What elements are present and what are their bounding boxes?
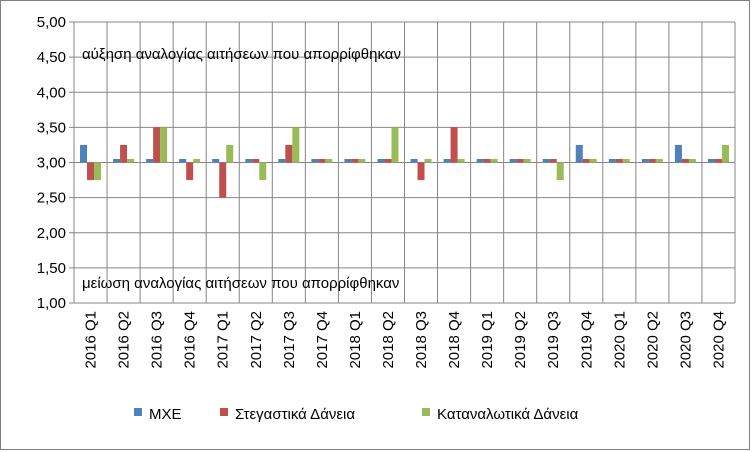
legend-swatch [134, 408, 142, 416]
bar-Στεγαστικά-Δάνεια-2020-Q3 [681, 158, 689, 163]
bar-ΜΧΕ-2019-Q3 [542, 158, 550, 163]
bar-Στεγαστικά-Δάνεια-2019-Q4 [582, 158, 590, 163]
bar-Στεγαστικά-Δάνεια-2020-Q4 [714, 158, 722, 163]
legend-label: ΜΧΕ [149, 406, 182, 423]
x-category-label: 2016 Q4 [182, 311, 199, 369]
x-category-label: 2016 Q1 [83, 311, 100, 369]
legend-swatch [220, 408, 228, 416]
bar-Καταναλωτικά-Δάνεια-2019-Q4 [589, 158, 597, 163]
bar-ΜΧΕ-2019-Q1 [476, 158, 484, 163]
bar-ΜΧΕ-2016-Q1 [80, 144, 88, 163]
x-category-label: 2018 Q2 [380, 311, 397, 369]
x-category-label: 2016 Q3 [149, 311, 166, 369]
bar-Στεγαστικά-Δάνεια-2019-Q2 [516, 158, 524, 163]
bar-ΜΧΕ-2016-Q2 [113, 158, 121, 163]
x-category-label: 2020 Q1 [611, 311, 628, 369]
annotation-bottom: μείωση αναλογίας αιτήσεων που απορρίφθηκ… [82, 275, 399, 292]
bar-ΜΧΕ-2018-Q3 [410, 158, 418, 163]
bar-Στεγαστικά-Δάνεια-2018-Q2 [384, 158, 392, 163]
bar-Καταναλωτικά-Δάνεια-2017-Q2 [259, 162, 267, 181]
x-category-label: 2020 Q3 [677, 311, 694, 369]
bar-Στεγαστικά-Δάνεια-2019-Q3 [549, 158, 557, 163]
x-category-label: 2017 Q1 [215, 311, 232, 369]
bar-Στεγαστικά-Δάνεια-2020-Q2 [648, 158, 656, 163]
x-category-label: 2018 Q4 [446, 311, 463, 369]
bar-ΜΧΕ-2017-Q2 [245, 158, 253, 163]
y-tick-label: 4,00 [37, 84, 66, 101]
y-tick-label: 3,50 [37, 119, 66, 136]
bar-Καταναλωτικά-Δάνεια-2016-Q1 [94, 162, 102, 181]
y-tick-label: 4,50 [37, 49, 66, 66]
bar-Καταναλωτικά-Δάνεια-2016-Q2 [127, 158, 135, 163]
bar-ΜΧΕ-2018-Q4 [443, 158, 451, 163]
bar-Στεγαστικά-Δάνεια-2017-Q3 [285, 144, 293, 163]
x-category-label: 2019 Q3 [545, 311, 562, 369]
bar-Στεγαστικά-Δάνεια-2016-Q3 [153, 127, 161, 163]
bar-Στεγαστικά-Δάνεια-2017-Q1 [219, 162, 227, 198]
bar-Καταναλωτικά-Δάνεια-2020-Q4 [721, 144, 729, 163]
y-tick-label: 1,00 [37, 295, 66, 312]
bar-Καταναλωτικά-Δάνεια-2017-Q4 [325, 158, 333, 163]
y-tick-label: 1,50 [37, 260, 66, 277]
bar-Στεγαστικά-Δάνεια-2017-Q2 [252, 158, 260, 163]
bar-ΜΧΕ-2016-Q4 [179, 158, 187, 163]
bar-ΜΧΕ-2020-Q1 [608, 158, 616, 163]
bar-Καταναλωτικά-Δάνεια-2018-Q3 [424, 158, 432, 163]
x-category-label: 2017 Q2 [248, 311, 265, 369]
bar-ΜΧΕ-2019-Q2 [509, 158, 517, 163]
x-category-label: 2019 Q1 [479, 311, 496, 369]
bar-ΜΧΕ-2016-Q3 [146, 158, 154, 163]
y-tick-label: 5,00 [37, 14, 66, 31]
annotation-top: αύξηση αναλογίας αιτήσεων που απορρίφθηκ… [82, 46, 401, 63]
bar-ΜΧΕ-2017-Q3 [278, 158, 286, 163]
y-tick-label: 2,00 [37, 225, 66, 242]
bar-ΜΧΕ-2020-Q2 [641, 158, 649, 163]
x-category-label: 2019 Q2 [512, 311, 529, 369]
bar-Καταναλωτικά-Δάνεια-2020-Q2 [655, 158, 663, 163]
legend-swatch [422, 408, 430, 416]
bar-Καταναλωτικά-Δάνεια-2017-Q3 [292, 127, 300, 163]
legend-label: Στεγαστικά Δάνεια [235, 406, 355, 423]
y-tick-label: 3,00 [37, 155, 66, 172]
bar-Καταναλωτικά-Δάνεια-2019-Q1 [490, 158, 498, 163]
x-category-label: 2019 Q4 [578, 311, 595, 369]
bar-Στεγαστικά-Δάνεια-2016-Q2 [120, 144, 128, 163]
bar-ΜΧΕ-2017-Q4 [311, 158, 319, 163]
bar-Καταναλωτικά-Δάνεια-2020-Q3 [688, 158, 696, 163]
y-tick-label: 2,50 [37, 190, 66, 207]
x-category-label: 2020 Q2 [644, 311, 661, 369]
bar-Στεγαστικά-Δάνεια-2018-Q1 [351, 158, 359, 163]
bar-Στεγαστικά-Δάνεια-2016-Q1 [87, 162, 95, 181]
bar-ΜΧΕ-2018-Q2 [377, 158, 385, 163]
x-category-label: 2018 Q1 [347, 311, 364, 369]
x-category-label: 2020 Q4 [710, 311, 727, 369]
bar-Καταναλωτικά-Δάνεια-2016-Q4 [193, 158, 201, 163]
bar-Καταναλωτικά-Δάνεια-2019-Q3 [556, 162, 564, 181]
bar-Καταναλωτικά-Δάνεια-2019-Q2 [523, 158, 531, 163]
bar-Στεγαστικά-Δάνεια-2019-Q1 [483, 158, 491, 163]
x-category-label: 2016 Q2 [116, 311, 133, 369]
x-category-label: 2017 Q4 [314, 311, 331, 369]
bar-ΜΧΕ-2017-Q1 [212, 158, 220, 163]
bar-Στεγαστικά-Δάνεια-2018-Q4 [450, 127, 458, 163]
bar-Καταναλωτικά-Δάνεια-2018-Q2 [391, 127, 399, 163]
bar-Στεγαστικά-Δάνεια-2017-Q4 [318, 158, 326, 163]
bar-Καταναλωτικά-Δάνεια-2020-Q1 [622, 158, 630, 163]
bar-Καταναλωτικά-Δάνεια-2018-Q1 [358, 158, 366, 163]
bar-Καταναλωτικά-Δάνεια-2018-Q4 [457, 158, 465, 163]
bar-Καταναλωτικά-Δάνεια-2017-Q1 [226, 144, 234, 163]
bar-ΜΧΕ-2020-Q4 [707, 158, 715, 163]
bar-Στεγαστικά-Δάνεια-2018-Q3 [417, 162, 425, 181]
bar-Καταναλωτικά-Δάνεια-2016-Q3 [160, 127, 168, 163]
bar-ΜΧΕ-2018-Q1 [344, 158, 352, 163]
x-category-label: 2017 Q3 [281, 311, 298, 369]
bar-Στεγαστικά-Δάνεια-2020-Q1 [615, 158, 623, 163]
bar-ΜΧΕ-2020-Q3 [674, 144, 682, 163]
x-category-label: 2018 Q3 [413, 311, 430, 369]
bar-ΜΧΕ-2019-Q4 [575, 144, 583, 163]
legend-label: Καταναλωτικά Δάνεια [437, 406, 579, 423]
bar-Στεγαστικά-Δάνεια-2016-Q4 [186, 162, 194, 181]
